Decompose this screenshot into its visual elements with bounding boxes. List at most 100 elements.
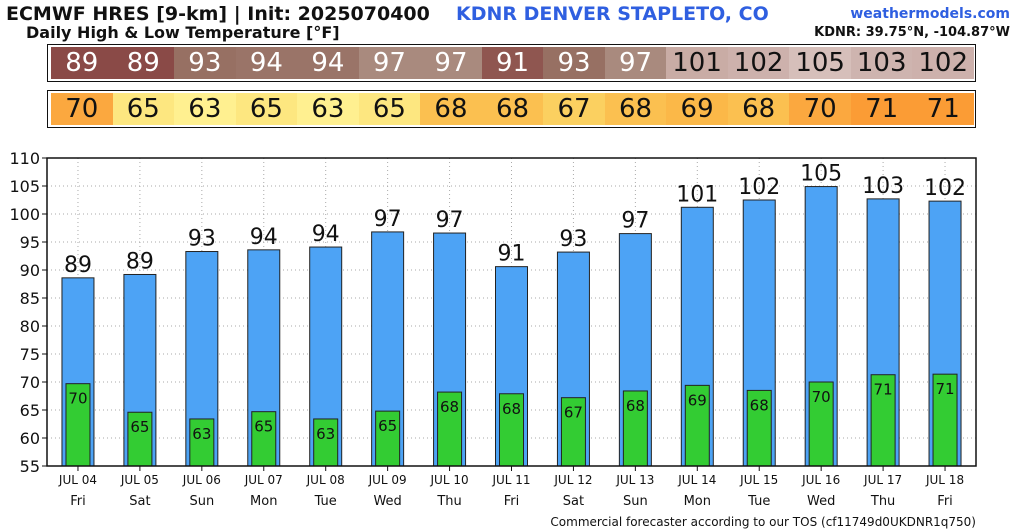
high-temp-label: 103 (862, 174, 904, 199)
high-strip-cell: 94 (235, 47, 298, 79)
x-weekday-label: Thu (870, 494, 895, 509)
x-date-label: JUL 14 (677, 473, 716, 487)
high-temp-label: 105 (800, 162, 842, 187)
high-temp-strip: 89 89 93 94 94 97 97 91 93 97 101 102 105 103 102 (47, 44, 976, 82)
low-strip-cell: 71 (850, 93, 913, 125)
x-date-label: JUL 15 (739, 473, 778, 487)
high-temp-label: 89 (64, 253, 92, 278)
high-strip-cell: 105 (789, 47, 851, 79)
y-tick-label: 60 (20, 429, 40, 448)
low-strip-cell: 68 (481, 93, 544, 125)
x-date-label: JUL 07 (244, 473, 283, 487)
y-tick-label: 75 (20, 345, 40, 364)
low-temp-bar (189, 418, 215, 467)
site-link[interactable]: weathermodels.com (850, 6, 1010, 22)
low-temp-bar (127, 411, 153, 467)
x-date-label: JUL 11 (491, 473, 530, 487)
high-strip-cell: 97 (604, 47, 667, 79)
x-weekday-label: Sat (129, 494, 150, 509)
y-tick-label: 110 (9, 149, 40, 168)
x-date-label: JUL 06 (182, 473, 221, 487)
low-temp-label: 63 (192, 425, 211, 443)
high-temp-label: 93 (188, 227, 216, 252)
low-temp-label: 68 (440, 398, 459, 416)
high-temp-label: 94 (312, 222, 340, 247)
y-tick-label: 85 (20, 289, 40, 308)
high-strip-cell: 102 (912, 47, 974, 79)
low-temp-label: 68 (626, 397, 645, 415)
x-date-label: JUL 09 (368, 473, 407, 487)
x-weekday-label: Thu (436, 494, 461, 509)
y-tick-label: 70 (20, 373, 40, 392)
high-strip-cell: 89 (51, 47, 113, 79)
plot-frame (46, 157, 977, 467)
x-weekday-label: Wed (373, 494, 401, 509)
model-title: ECMWF HRES [9-km] | Init: 2025070400 (6, 3, 430, 25)
low-temp-label: 65 (254, 418, 273, 436)
low-strip-cell: 70 (51, 93, 113, 125)
high-strip-cell: 89 (112, 47, 175, 79)
high-strip-cell: 97 (420, 47, 482, 79)
low-temp-bar (437, 391, 463, 467)
high-strip-cell: 102 (727, 47, 790, 79)
y-tick-label: 65 (20, 401, 40, 420)
low-strip-cell: 67 (543, 93, 605, 125)
x-weekday-label: Sat (563, 494, 584, 509)
low-temp-bar (499, 393, 524, 467)
low-temp-label: 71 (874, 381, 893, 399)
x-date-label: JUL 18 (925, 473, 964, 487)
high-temp-label: 101 (676, 182, 718, 207)
low-temp-bar (251, 411, 277, 467)
y-tick-label: 95 (20, 233, 40, 252)
high-temp-label: 91 (498, 242, 526, 267)
low-strip-cell: 65 (112, 93, 175, 125)
high-temp-label: 89 (126, 249, 154, 274)
low-temp-label: 70 (812, 388, 831, 406)
high-temp-label: 93 (559, 227, 587, 252)
low-strip-cell: 69 (666, 93, 728, 125)
low-strip-cell: 65 (358, 93, 421, 125)
high-temp-label: 97 (436, 208, 464, 233)
x-weekday-label: Wed (807, 494, 835, 509)
low-strip-cell: 68 (604, 93, 667, 125)
station-name: KDNR DENVER STAPLETO, CO (456, 3, 769, 25)
x-weekday-label: Mon (250, 494, 277, 509)
low-temp-label: 70 (68, 390, 87, 408)
low-temp-bar (313, 418, 339, 467)
high-strip-cell: 91 (481, 47, 544, 79)
x-weekday-label: Mon (684, 494, 711, 509)
x-weekday-label: Fri (937, 494, 953, 509)
chart-subtitle: Daily High & Low Temperature [°F] (26, 23, 340, 42)
x-weekday-label: Sun (623, 494, 648, 509)
low-temp-label: 67 (564, 404, 583, 422)
y-tick-label: 105 (9, 177, 40, 196)
low-strip-cell: 65 (235, 93, 298, 125)
low-temp-strip: 70 65 63 65 63 65 68 68 67 68 69 68 70 71 71 (47, 90, 976, 128)
x-weekday-label: Fri (70, 494, 86, 509)
y-tick-label: 100 (9, 205, 40, 224)
y-tick-label: 55 (20, 457, 40, 476)
low-temp-bar (560, 397, 586, 467)
high-temp-label: 97 (621, 209, 649, 234)
low-temp-label: 69 (688, 391, 707, 409)
low-temp-bar (808, 381, 834, 467)
low-strip-cell: 68 (727, 93, 790, 125)
high-temp-label: 97 (374, 207, 402, 232)
x-weekday-label: Fri (504, 494, 520, 509)
low-temp-bar (746, 389, 772, 467)
high-strip-cell: 94 (297, 47, 359, 79)
x-date-label: JUL 16 (801, 473, 840, 487)
low-strip-cell: 68 (420, 93, 482, 125)
low-temp-bar (622, 390, 648, 467)
x-weekday-label: Tue (314, 494, 337, 509)
high-strip-cell: 93 (543, 47, 605, 79)
tos-notice: Commercial forecaster according to our T… (550, 515, 976, 529)
low-strip-cell: 70 (789, 93, 851, 125)
low-temp-label: 63 (316, 425, 335, 443)
high-temp-label: 102 (738, 175, 780, 200)
high-temp-label: 94 (250, 225, 278, 250)
low-temp-bar (65, 383, 91, 467)
high-strip-cell: 93 (174, 47, 236, 79)
low-temp-bar (375, 410, 401, 467)
x-weekday-label: Sun (189, 494, 214, 509)
